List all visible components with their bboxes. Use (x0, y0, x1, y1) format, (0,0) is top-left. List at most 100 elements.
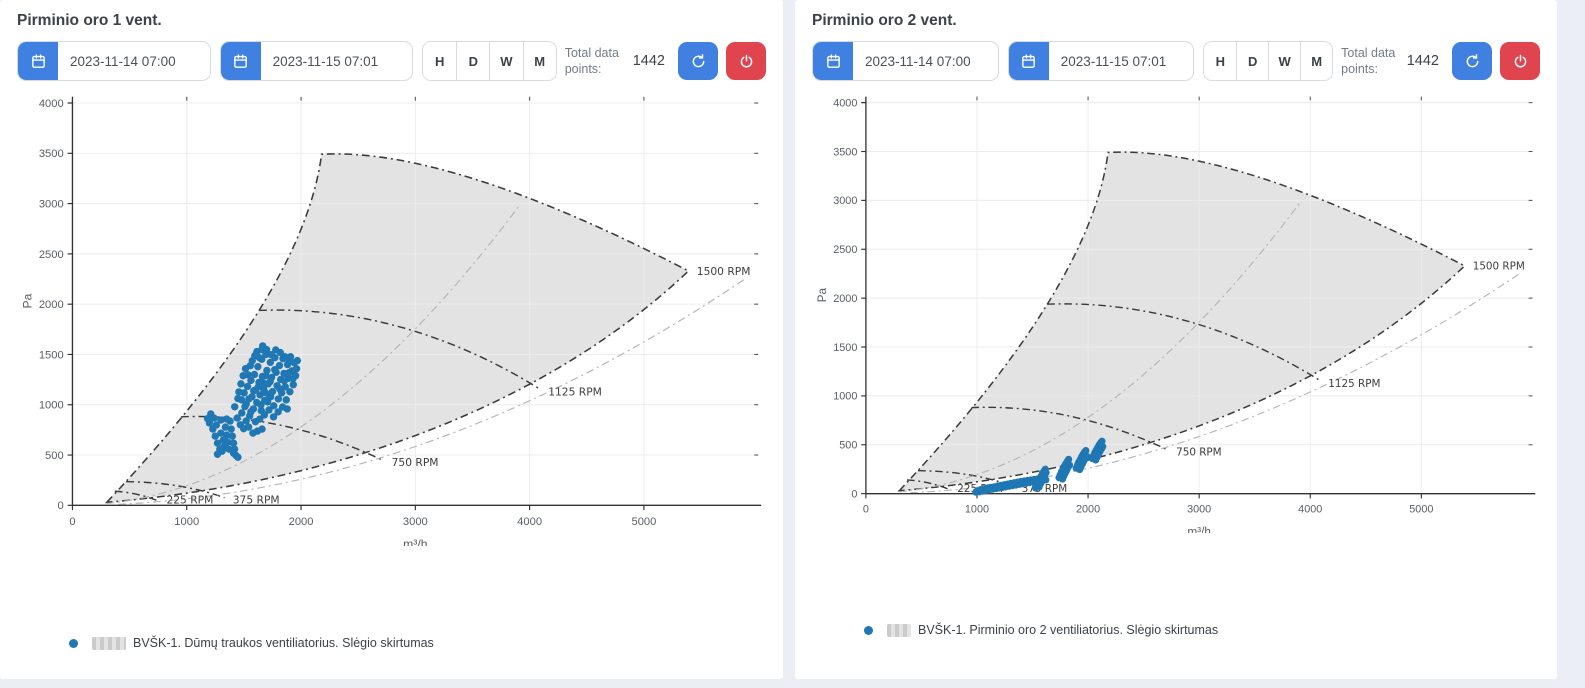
power-button[interactable] (726, 42, 766, 80)
scatter-point[interactable] (238, 409, 246, 417)
scatter-point[interactable] (267, 350, 275, 359)
range-month-button[interactable]: M (522, 42, 556, 80)
scatter-point[interactable] (1082, 446, 1090, 455)
scatter-point[interactable] (217, 429, 225, 437)
scatter-point[interactable] (212, 421, 221, 429)
scatter-point[interactable] (213, 450, 222, 458)
range-month-button[interactable]: M (1300, 42, 1333, 80)
calendar-icon[interactable] (220, 42, 261, 80)
calendar-icon[interactable] (18, 42, 58, 80)
scatter-point[interactable] (286, 388, 294, 396)
scatter-point[interactable] (234, 453, 242, 461)
scatter-point[interactable] (244, 423, 253, 431)
scatter-point[interactable] (217, 416, 225, 424)
range-hour-button[interactable]: H (423, 42, 457, 80)
scatter-point[interactable] (281, 383, 289, 391)
rpm-label: 375 RPM (1022, 483, 1068, 495)
range-week-button[interactable]: W (489, 42, 523, 80)
scatter-point[interactable] (259, 342, 267, 350)
chart-legend[interactable]: BVŠK-1. Pirminio oro 2 ventiliatorius. S… (864, 623, 1540, 637)
scatter-point[interactable] (282, 396, 290, 404)
scatter-point[interactable] (265, 406, 273, 414)
scatter-point[interactable] (262, 371, 270, 380)
scatter-point[interactable] (228, 432, 237, 440)
scatter-point[interactable] (266, 377, 274, 386)
legend-redacted-tag (92, 636, 126, 650)
scatter-point[interactable] (237, 396, 246, 404)
scatter-point[interactable] (245, 395, 253, 403)
scatter-point[interactable] (276, 385, 284, 393)
range-hour-button[interactable]: H (1204, 42, 1237, 80)
scatter-point[interactable] (242, 417, 250, 425)
scatter-point[interactable] (293, 356, 302, 365)
scatter-point[interactable] (1042, 469, 1050, 477)
scatter-point[interactable] (289, 381, 297, 389)
scatter-point[interactable] (237, 380, 245, 388)
scatter-point[interactable] (1098, 437, 1106, 445)
scatter-point[interactable] (256, 391, 264, 399)
range-week-button[interactable]: W (1268, 42, 1301, 80)
scatter-point[interactable] (281, 352, 289, 361)
scatter-point[interactable] (274, 408, 282, 416)
scatter-point[interactable] (241, 402, 249, 411)
scatter-point[interactable] (243, 382, 252, 391)
scatter-point[interactable] (255, 353, 264, 362)
scatter-point[interactable] (270, 402, 278, 410)
scatter-point[interactable] (260, 411, 269, 419)
scatter-point[interactable] (1083, 452, 1091, 460)
scatter-point[interactable] (222, 415, 231, 423)
scatter-point[interactable] (270, 366, 279, 374)
range-day-button[interactable]: D (1236, 42, 1269, 80)
scatter-point[interactable] (266, 358, 274, 367)
calendar-icon[interactable] (1008, 42, 1049, 80)
scatter-point[interactable] (224, 438, 232, 446)
scatter-point[interactable] (1065, 455, 1073, 463)
refresh-button[interactable] (1452, 42, 1492, 80)
scatter-point[interactable] (247, 376, 255, 385)
scatter-point[interactable] (254, 363, 262, 371)
scatter-point[interactable] (233, 414, 241, 422)
scatter-point[interactable] (244, 371, 252, 379)
scatter-point[interactable] (229, 439, 238, 447)
scatter-point[interactable] (292, 365, 301, 373)
calendar-icon[interactable] (813, 42, 853, 80)
total-data-points-value: 1442 (632, 53, 665, 69)
scatter-point[interactable] (263, 398, 272, 406)
rpm-label: 1500 RPM (1473, 261, 1525, 273)
scatter-point[interactable] (283, 405, 291, 413)
scatter-point[interactable] (1099, 443, 1107, 451)
scatter-point[interactable] (207, 410, 215, 418)
date-to-input[interactable] (260, 42, 413, 80)
scatter-point[interactable] (269, 413, 278, 421)
scatter-point[interactable] (213, 439, 222, 447)
scatter-point[interactable] (221, 423, 230, 431)
scatter-point[interactable] (280, 377, 289, 385)
refresh-button[interactable] (678, 42, 718, 80)
scatter-point[interactable] (250, 370, 259, 379)
scatter-point[interactable] (247, 408, 255, 416)
scatter-point[interactable] (259, 379, 267, 387)
scatter-point[interactable] (235, 388, 243, 396)
date-from-input[interactable] (58, 42, 210, 80)
scatter-point[interactable] (285, 357, 294, 366)
range-day-button[interactable]: D (456, 42, 490, 80)
scatter-point[interactable] (1065, 461, 1074, 469)
scatter-point[interactable] (257, 401, 265, 409)
scatter-point[interactable] (261, 389, 270, 397)
scatter-point[interactable] (289, 375, 297, 383)
date-to-input[interactable] (1048, 42, 1194, 80)
scatter-point[interactable] (274, 395, 283, 403)
scatter-point[interactable] (227, 425, 235, 433)
scatter-point[interactable] (222, 431, 231, 439)
scatter-point[interactable] (285, 369, 293, 377)
chart-legend[interactable]: BVŠK-1. Dūmų traukos ventiliatorius. Slė… (69, 636, 766, 650)
power-button[interactable] (1500, 42, 1540, 80)
scatter-point[interactable] (275, 361, 284, 370)
date-from-input[interactable] (853, 42, 998, 80)
scatter-point[interactable] (249, 429, 257, 437)
date-from-group (812, 41, 999, 81)
scatter-point[interactable] (211, 432, 219, 440)
scatter-point[interactable] (231, 403, 239, 411)
